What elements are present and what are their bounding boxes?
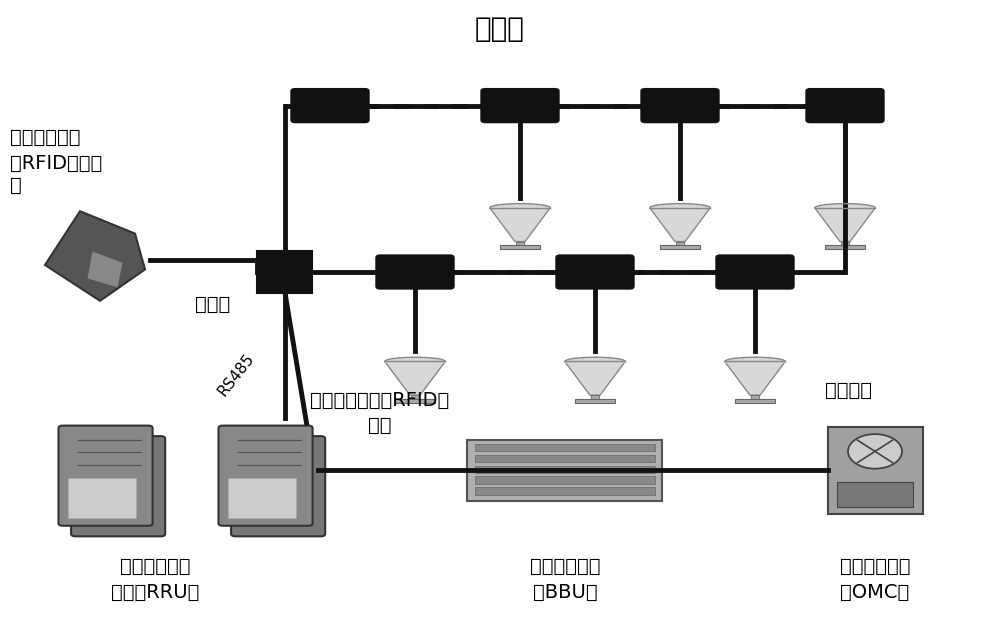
Polygon shape	[565, 362, 625, 395]
Text: （BBU）: （BBU）	[533, 582, 597, 602]
Text: 功分器: 功分器	[475, 15, 525, 43]
Bar	[676, 241, 684, 245]
Bar	[228, 478, 296, 518]
Text: 单元（RRU）: 单元（RRU）	[111, 582, 199, 602]
Bar	[467, 440, 662, 500]
FancyBboxPatch shape	[376, 255, 454, 289]
Text: （OMC）: （OMC）	[840, 582, 910, 602]
Bar	[68, 478, 136, 518]
Polygon shape	[650, 208, 710, 241]
FancyBboxPatch shape	[806, 88, 884, 122]
FancyBboxPatch shape	[58, 426, 153, 526]
Text: 室分天线: 室分天线	[825, 381, 872, 400]
Bar	[825, 245, 865, 250]
Bar	[257, 252, 312, 293]
FancyBboxPatch shape	[291, 88, 369, 122]
FancyBboxPatch shape	[556, 255, 634, 289]
Bar	[475, 444, 655, 451]
Polygon shape	[725, 362, 785, 395]
Text: 无线射频识别（RFID）: 无线射频识别（RFID）	[310, 390, 450, 410]
FancyBboxPatch shape	[481, 88, 559, 122]
Polygon shape	[385, 362, 445, 395]
Bar	[516, 241, 524, 245]
Bar	[837, 483, 913, 507]
Bar	[475, 488, 655, 495]
Text: 器: 器	[10, 176, 22, 195]
FancyBboxPatch shape	[231, 436, 325, 536]
Text: 无线射频识别: 无线射频识别	[10, 128, 80, 147]
Text: 无线射频识别: 无线射频识别	[120, 557, 190, 576]
Bar	[411, 395, 419, 399]
Bar	[751, 395, 759, 399]
Bar	[475, 454, 655, 462]
Polygon shape	[88, 252, 122, 287]
Bar	[841, 241, 849, 245]
Text: 合路器: 合路器	[195, 294, 230, 314]
Bar	[735, 399, 775, 403]
FancyBboxPatch shape	[71, 436, 165, 536]
Text: 操作维护中心: 操作维护中心	[840, 557, 910, 576]
Bar	[660, 245, 700, 250]
Text: 标签: 标签	[368, 416, 392, 435]
Polygon shape	[45, 211, 145, 301]
Bar	[828, 428, 922, 513]
Bar	[475, 465, 655, 473]
Bar	[500, 245, 540, 250]
Bar	[575, 399, 615, 403]
Text: 基带处理单元: 基带处理单元	[530, 557, 600, 576]
Bar	[591, 395, 599, 399]
Circle shape	[848, 434, 902, 468]
Text: （RFID）读卡: （RFID）读卡	[10, 154, 102, 173]
FancyBboxPatch shape	[716, 255, 794, 289]
Bar	[475, 476, 655, 484]
Bar	[395, 399, 435, 403]
Polygon shape	[490, 208, 550, 241]
Text: RS485: RS485	[215, 350, 257, 399]
Polygon shape	[815, 208, 875, 241]
FancyBboxPatch shape	[219, 426, 313, 526]
FancyBboxPatch shape	[641, 88, 719, 122]
